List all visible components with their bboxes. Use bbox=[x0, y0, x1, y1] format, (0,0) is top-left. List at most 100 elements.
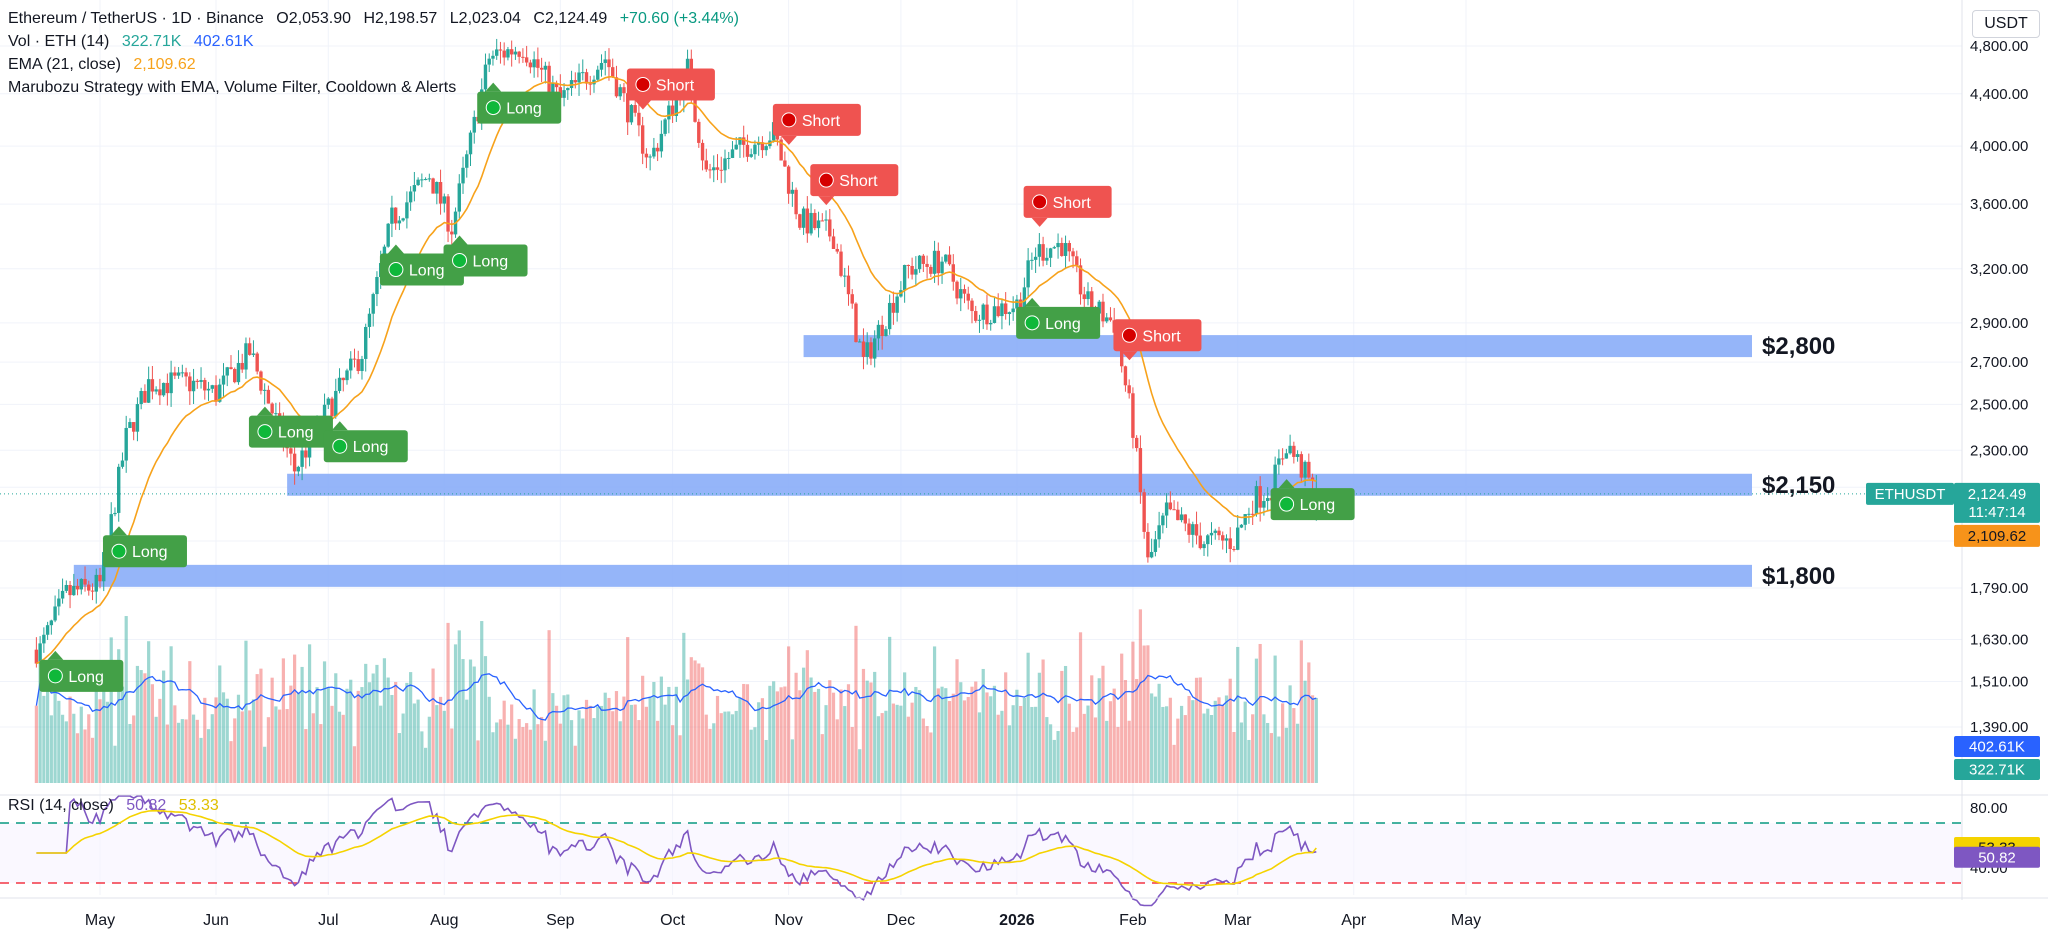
candle-body bbox=[1060, 242, 1064, 256]
candle-body bbox=[266, 389, 271, 404]
volume-bar bbox=[1232, 731, 1236, 783]
candle-body bbox=[393, 207, 398, 224]
volume-bar bbox=[278, 709, 282, 783]
volume-bar bbox=[510, 704, 514, 783]
candle-body bbox=[1288, 445, 1292, 454]
volume-bar bbox=[772, 681, 776, 783]
volume-bar bbox=[764, 739, 768, 783]
volume-bar bbox=[143, 673, 147, 783]
candle-body bbox=[1142, 492, 1146, 532]
candle-body bbox=[524, 57, 529, 63]
volume-bar bbox=[644, 706, 648, 783]
rsi-value: 50.82 bbox=[126, 797, 167, 814]
candle-body bbox=[68, 584, 72, 596]
candle-body bbox=[244, 343, 248, 370]
volume-bar bbox=[1086, 705, 1090, 783]
volume-bar bbox=[1247, 739, 1251, 783]
volume-bar bbox=[727, 711, 731, 783]
rsi-legend[interactable]: RSI (14, close) 50.82 53.33 bbox=[8, 797, 219, 815]
price-tick-label: 2,300.00 bbox=[1970, 442, 2028, 459]
volume-badge: 322.71K bbox=[1954, 759, 2040, 780]
signal-dot-icon bbox=[452, 252, 468, 268]
volume-bar bbox=[465, 699, 469, 783]
signal-dot-icon bbox=[388, 262, 404, 278]
candle-body bbox=[180, 372, 185, 374]
candle-body bbox=[1101, 301, 1105, 322]
volume-bar bbox=[992, 685, 997, 783]
candle-body bbox=[742, 137, 746, 145]
volume-bar bbox=[1060, 670, 1064, 783]
volume-bar bbox=[641, 675, 645, 783]
candle-body bbox=[225, 367, 229, 376]
volume-bar bbox=[341, 714, 345, 783]
volume-bar bbox=[798, 690, 802, 783]
volume-bar bbox=[427, 716, 431, 783]
candle-body bbox=[1250, 513, 1255, 515]
zone-label: $2,150 bbox=[1762, 472, 1835, 499]
candle-body bbox=[670, 105, 675, 116]
candle-body bbox=[1026, 260, 1030, 288]
candle-body bbox=[959, 289, 963, 299]
volume-bar bbox=[1075, 727, 1079, 783]
long-signal-label: Long bbox=[102, 526, 187, 568]
volume-bar bbox=[888, 636, 892, 783]
currency-button[interactable]: USDT bbox=[1972, 10, 2040, 38]
candle-body bbox=[622, 87, 626, 94]
candle-body bbox=[1082, 294, 1086, 300]
candle-body bbox=[173, 372, 177, 376]
candle-body bbox=[1213, 530, 1217, 533]
volume-bar bbox=[1034, 706, 1038, 783]
volume-bar bbox=[1224, 695, 1229, 783]
volume-bar bbox=[775, 691, 779, 783]
ema-legend[interactable]: EMA (21, close) 2,109.62 bbox=[8, 56, 196, 74]
volume-bar bbox=[1019, 705, 1023, 783]
long-signal-label: Long bbox=[379, 244, 464, 286]
candle-body bbox=[801, 208, 806, 228]
volume-bar bbox=[1026, 652, 1030, 783]
volume-bar bbox=[1206, 708, 1210, 783]
volume-bar bbox=[656, 720, 660, 783]
volume-bar bbox=[468, 659, 473, 783]
candle-body bbox=[932, 250, 937, 274]
candle-body bbox=[150, 379, 155, 392]
volume-bar bbox=[79, 706, 83, 783]
volume-bar bbox=[1131, 641, 1135, 783]
price-tick-label: 3,600.00 bbox=[1970, 196, 2028, 213]
volume-bar bbox=[828, 680, 832, 783]
volume-bar bbox=[685, 679, 690, 783]
volume-legend[interactable]: Vol · ETH (14) 322.71K 402.61K bbox=[8, 33, 253, 51]
volume-bar bbox=[521, 727, 525, 783]
candle-body bbox=[483, 64, 488, 90]
volume-bar bbox=[457, 630, 461, 783]
symbol-title[interactable]: Ethereum / TetherUS · 1D · Binance bbox=[8, 10, 264, 27]
volume-value: 322.71K bbox=[121, 33, 182, 50]
candle-body bbox=[749, 154, 753, 157]
support-resistance-zones: $2,800 $2,150 $1,800 bbox=[0, 333, 1962, 590]
candle-body bbox=[161, 382, 166, 396]
zone-label: $2,800 bbox=[1762, 333, 1835, 360]
volume-bar bbox=[289, 685, 293, 783]
volume-bar bbox=[221, 692, 226, 783]
volume-bar bbox=[158, 698, 162, 783]
volume-bar bbox=[543, 740, 547, 783]
price-tick-label: 4,400.00 bbox=[1970, 86, 2028, 103]
candle-body bbox=[90, 590, 95, 592]
candle-body bbox=[435, 182, 439, 194]
candle-body bbox=[345, 370, 349, 381]
volume-bar bbox=[959, 682, 963, 783]
volume-bar bbox=[577, 710, 581, 783]
volume-bar bbox=[1041, 659, 1045, 783]
volume-bar bbox=[1067, 703, 1071, 783]
candle-body bbox=[1071, 251, 1075, 257]
volume-bar bbox=[588, 705, 592, 783]
volume-bar bbox=[914, 686, 918, 783]
candle-body bbox=[536, 59, 540, 68]
candle-body bbox=[989, 322, 993, 325]
volume-bar bbox=[962, 700, 967, 783]
volume-bar bbox=[1314, 697, 1318, 783]
candle-body bbox=[910, 265, 914, 275]
strategy-legend[interactable]: Marubozu Strategy with EMA, Volume Filte… bbox=[8, 79, 456, 97]
candle-body bbox=[521, 56, 525, 58]
candle-body bbox=[756, 142, 761, 145]
